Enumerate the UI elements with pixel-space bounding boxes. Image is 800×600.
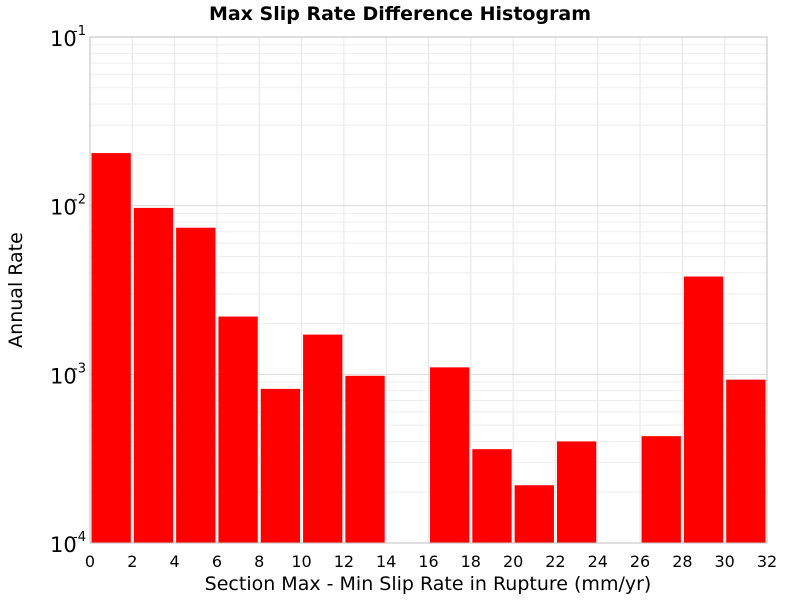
bar-23	[556, 441, 597, 543]
y-tick-label-base: 10	[50, 533, 77, 557]
x-tick-label-20: 20	[503, 552, 523, 571]
x-tick-label-18: 18	[461, 552, 481, 571]
y-tick-label-exponent: -2	[73, 193, 86, 208]
x-tick-label-22: 22	[545, 552, 565, 571]
bar-29	[683, 276, 724, 543]
y-tick-label-exponent: -3	[73, 361, 86, 376]
bar-7	[218, 316, 258, 543]
bar-13	[345, 375, 385, 543]
x-tick-label-16: 16	[418, 552, 438, 571]
x-axis-ticks: 0 2 4 6 8 10 12 14 16 18 20 22 24 26 28 30 32	[85, 552, 777, 571]
x-tick-label-32: 32	[757, 552, 777, 571]
bar-31	[726, 379, 766, 543]
x-tick-label-2: 2	[127, 552, 137, 571]
x-axis-label: Section Max - Min Slip Rate in Rupture (…	[205, 573, 652, 595]
x-tick-label-28: 28	[672, 552, 692, 571]
x-tick-label-26: 26	[630, 552, 650, 571]
x-tick-label-8: 8	[254, 552, 264, 571]
y-tick-label-base: 10	[50, 364, 77, 388]
plot-border	[89, 36, 768, 544]
x-tick-label-4: 4	[170, 552, 180, 571]
x-tick-label-10: 10	[291, 552, 311, 571]
y-tick-label-exponent: -4	[73, 530, 86, 545]
bar-3	[133, 207, 174, 543]
x-tick-label-24: 24	[588, 552, 608, 571]
x-tick-label-0: 0	[85, 552, 95, 571]
bar-19	[472, 449, 512, 543]
x-tick-label-14: 14	[376, 552, 396, 571]
bar-1	[91, 153, 131, 544]
x-tick-label-6: 6	[212, 552, 222, 571]
y-tick-label-exponent: -1	[73, 24, 86, 39]
y-tick-label-base: 10	[50, 196, 77, 220]
bar-9	[260, 388, 301, 543]
y-axis-ticks: 10-410-310-210-1	[50, 24, 86, 557]
y-tick-label-base: 10	[50, 27, 77, 51]
bar-5	[176, 227, 216, 544]
bars-group	[91, 153, 766, 544]
bar-11	[303, 334, 343, 543]
x-tick-label-12: 12	[334, 552, 354, 571]
y-axis-label: Annual Rate	[5, 232, 27, 348]
bar-21	[514, 485, 554, 543]
x-tick-label-30: 30	[715, 552, 735, 571]
bar-17	[430, 367, 470, 543]
bar-27	[641, 436, 681, 543]
chart-title: Max Slip Rate Difference Histogram	[209, 3, 591, 25]
